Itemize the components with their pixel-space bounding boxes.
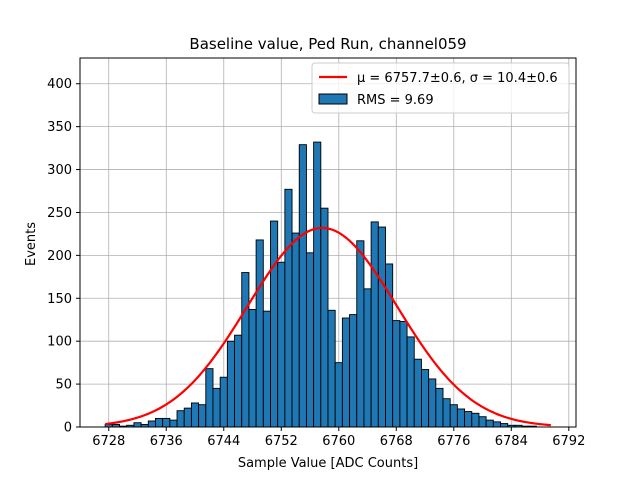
histogram-bar bbox=[298, 144, 307, 428]
y-tick-label: 150 bbox=[47, 292, 72, 307]
histogram-bar bbox=[147, 420, 156, 428]
legend: μ = 6757.7±0.6, σ = 10.4±0.6 RMS = 9.69 bbox=[311, 62, 570, 114]
histogram-bar bbox=[471, 412, 480, 428]
legend-box bbox=[311, 62, 570, 114]
x-tick-label: 6752 bbox=[265, 434, 298, 449]
histogram-bar bbox=[500, 423, 509, 428]
histogram-bar bbox=[313, 141, 322, 428]
x-tick-label: 6760 bbox=[322, 434, 355, 449]
y-tick-label: 250 bbox=[47, 206, 72, 221]
y-tick-label: 350 bbox=[47, 120, 72, 135]
y-tick-label: 50 bbox=[55, 378, 72, 393]
x-tick-label: 6768 bbox=[380, 434, 413, 449]
x-axis-label: Sample Value [ADC Counts] bbox=[238, 456, 418, 471]
histogram-bar bbox=[392, 320, 401, 428]
histogram-bar bbox=[334, 362, 343, 428]
histogram-bar bbox=[277, 261, 286, 428]
histogram-bar bbox=[255, 239, 264, 428]
plot-frame bbox=[79, 57, 577, 428]
histogram-bar bbox=[270, 220, 279, 428]
histogram-bar bbox=[262, 310, 271, 428]
x-tick-label: 6776 bbox=[437, 434, 470, 449]
histogram-bar bbox=[406, 336, 415, 428]
histogram-bar bbox=[435, 387, 444, 428]
y-axis-label: Events bbox=[24, 222, 39, 266]
histogram-bar bbox=[320, 207, 329, 428]
fit-curve-group bbox=[105, 226, 551, 427]
histogram-bar bbox=[226, 340, 236, 428]
histogram-bar bbox=[155, 417, 164, 428]
tick-labels: 6728 6736 6744 6752 6760 6768 6776 6784 6792 0 50 1… bbox=[47, 77, 585, 449]
y-tick-label: 100 bbox=[47, 335, 72, 350]
histogram-bar bbox=[219, 376, 228, 428]
histogram-bar bbox=[413, 358, 422, 428]
histogram-bar bbox=[356, 240, 365, 428]
x-tick-label: 6744 bbox=[207, 434, 240, 449]
histogram-bar bbox=[190, 402, 200, 428]
histogram-bar bbox=[370, 221, 379, 428]
histogram-bar bbox=[327, 309, 336, 428]
histogram-bar bbox=[176, 410, 185, 428]
y-tick-label: 200 bbox=[47, 249, 72, 264]
legend-fit-label: μ = 6757.7±0.6, σ = 10.4±0.6 bbox=[357, 71, 558, 86]
fit-curve bbox=[105, 226, 551, 427]
histogram-bar bbox=[492, 421, 501, 428]
histogram-bar bbox=[399, 320, 408, 428]
histogram-bar bbox=[284, 188, 293, 428]
histogram-bar bbox=[485, 419, 494, 428]
histogram-bar bbox=[363, 288, 372, 428]
histogram-bar bbox=[305, 252, 315, 428]
axes bbox=[79, 57, 577, 428]
histogram-bar bbox=[341, 317, 351, 428]
y-tick-label: 0 bbox=[64, 421, 72, 436]
histogram-bar bbox=[377, 226, 386, 428]
histogram-bar bbox=[291, 232, 300, 428]
histogram-bar bbox=[428, 378, 437, 428]
histogram-bar bbox=[248, 308, 257, 428]
histogram-bar bbox=[162, 417, 171, 428]
x-tick-label: 6792 bbox=[552, 434, 585, 449]
histogram-bar bbox=[205, 368, 214, 428]
histogram-bar bbox=[234, 334, 243, 428]
x-tick-label: 6784 bbox=[495, 434, 528, 449]
histogram-bar bbox=[198, 404, 207, 428]
y-tick-label: 300 bbox=[47, 163, 72, 178]
histogram-bar bbox=[183, 407, 192, 428]
histogram-bar bbox=[464, 411, 473, 428]
histogram-bar bbox=[349, 314, 358, 428]
histogram-bar bbox=[456, 408, 466, 428]
histogram-bar bbox=[133, 422, 142, 428]
legend-hist-swatch bbox=[318, 93, 348, 105]
histogram-bar bbox=[169, 419, 178, 428]
histogram-bar bbox=[478, 416, 487, 428]
histogram-bar bbox=[449, 404, 458, 428]
x-tick-label: 6736 bbox=[150, 434, 183, 449]
histogram-bar bbox=[420, 369, 430, 428]
histogram-bar bbox=[442, 398, 451, 428]
histogram-bar bbox=[212, 387, 221, 428]
x-tick-label: 6728 bbox=[92, 434, 125, 449]
legend-hist-label: RMS = 9.69 bbox=[357, 93, 434, 108]
chart-title: Baseline value, Ped Run, channel059 bbox=[189, 35, 466, 53]
histogram-bar bbox=[241, 272, 250, 428]
y-tick-label: 400 bbox=[47, 77, 72, 92]
